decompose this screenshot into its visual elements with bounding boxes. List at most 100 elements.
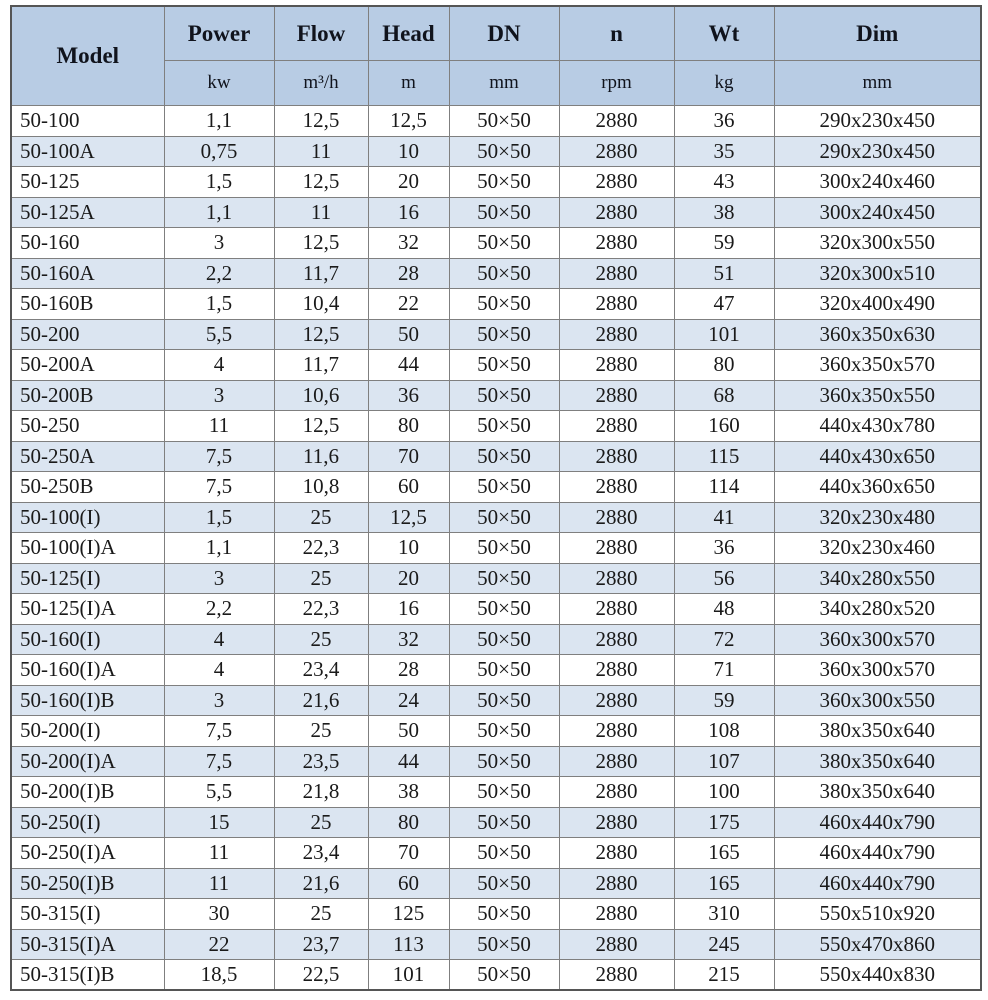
cell-wt: 107	[673, 745, 775, 777]
cell-flow: 11	[273, 135, 369, 167]
cell-dim: 550x440x830	[773, 959, 982, 991]
cell-dn: 50×50	[448, 867, 560, 899]
cell-flow: 25	[273, 623, 369, 655]
cell-dim: 290x230x450	[773, 135, 982, 167]
table-row: 50-315(I)B 18,5 22,5 101 50×50 2880 215 550x440…	[10, 959, 982, 991]
unit-n: rpm	[558, 60, 675, 106]
cell-flow: 10,6	[273, 379, 369, 411]
cell-wt: 165	[673, 867, 775, 899]
cell-head: 70	[367, 440, 450, 472]
cell-power: 7,5	[163, 745, 275, 777]
cell-dim: 290x230x450	[773, 105, 982, 137]
table-row: 50-315(I)A 22 23,7 113 50×50 2880 245 550x470x8…	[10, 928, 982, 960]
cell-power: 7,5	[163, 715, 275, 747]
cell-power: 11	[163, 837, 275, 869]
cell-dim: 360x350x570	[773, 349, 982, 381]
cell-model: 50-315(I)A	[10, 928, 165, 960]
table-row: 50-100 1,1 12,5 12,5 50×50 2880 36 290x230x450	[10, 105, 982, 137]
cell-dn: 50×50	[448, 654, 560, 686]
cell-n: 2880	[558, 501, 675, 533]
cell-dn: 50×50	[448, 227, 560, 259]
cell-model: 50-160(I)A	[10, 654, 165, 686]
cell-dim: 460x440x790	[773, 867, 982, 899]
cell-n: 2880	[558, 867, 675, 899]
table-row: 50-250 11 12,5 80 50×50 2880 160 440x430x780	[10, 410, 982, 442]
table-row: 50-250A 7,5 11,6 70 50×50 2880 115 440x430x650	[10, 440, 982, 472]
cell-head: 60	[367, 471, 450, 503]
cell-wt: 36	[673, 532, 775, 564]
cell-dim: 340x280x550	[773, 562, 982, 594]
cell-flow: 22,3	[273, 532, 369, 564]
cell-n: 2880	[558, 440, 675, 472]
cell-wt: 114	[673, 471, 775, 503]
table-row: 50-100(I) 1,5 25 12,5 50×50 2880 41 320x230x480	[10, 501, 982, 533]
cell-dim: 300x240x450	[773, 196, 982, 228]
cell-power: 5,5	[163, 318, 275, 350]
cell-wt: 59	[673, 684, 775, 716]
cell-head: 22	[367, 288, 450, 320]
table-row: 50-125(I) 3 25 20 50×50 2880 56 340x280x550	[10, 562, 982, 594]
cell-head: 125	[367, 898, 450, 930]
cell-power: 15	[163, 806, 275, 838]
cell-flow: 11	[273, 196, 369, 228]
cell-power: 1,5	[163, 288, 275, 320]
cell-flow: 12,5	[273, 105, 369, 137]
unit-flow: m³/h	[273, 60, 369, 106]
cell-dn: 50×50	[448, 623, 560, 655]
cell-power: 11	[163, 867, 275, 899]
cell-n: 2880	[558, 135, 675, 167]
cell-wt: 165	[673, 837, 775, 869]
cell-head: 10	[367, 135, 450, 167]
cell-n: 2880	[558, 776, 675, 808]
cell-wt: 56	[673, 562, 775, 594]
cell-n: 2880	[558, 349, 675, 381]
table-row: 50-250B 7,5 10,8 60 50×50 2880 114 440x360x650	[10, 471, 982, 503]
cell-model: 50-200(I)	[10, 715, 165, 747]
cell-dim: 360x350x630	[773, 318, 982, 350]
cell-model: 50-125	[10, 166, 165, 198]
cell-wt: 108	[673, 715, 775, 747]
cell-flow: 21,8	[273, 776, 369, 808]
cell-wt: 36	[673, 105, 775, 137]
cell-power: 1,5	[163, 166, 275, 198]
table-row: 50-125(I)A 2,2 22,3 16 50×50 2880 48 340x280x52…	[10, 593, 982, 625]
cell-dn: 50×50	[448, 806, 560, 838]
cell-wt: 101	[673, 318, 775, 350]
cell-wt: 215	[673, 959, 775, 991]
cell-model: 50-315(I)B	[10, 959, 165, 991]
cell-head: 28	[367, 654, 450, 686]
cell-head: 16	[367, 196, 450, 228]
cell-flow: 12,5	[273, 318, 369, 350]
cell-dn: 50×50	[448, 562, 560, 594]
unit-dn: mm	[448, 60, 560, 106]
cell-dn: 50×50	[448, 684, 560, 716]
cell-dim: 320x300x510	[773, 257, 982, 289]
unit-dim: mm	[773, 60, 982, 106]
cell-wt: 72	[673, 623, 775, 655]
cell-power: 7,5	[163, 440, 275, 472]
cell-wt: 35	[673, 135, 775, 167]
cell-n: 2880	[558, 898, 675, 930]
cell-head: 32	[367, 623, 450, 655]
cell-dim: 360x300x570	[773, 654, 982, 686]
cell-n: 2880	[558, 105, 675, 137]
cell-flow: 21,6	[273, 684, 369, 716]
table-row: 50-250(I)B 11 21,6 60 50×50 2880 165 460x440x79…	[10, 867, 982, 899]
unit-head: m	[367, 60, 450, 106]
cell-power: 1,5	[163, 501, 275, 533]
cell-n: 2880	[558, 471, 675, 503]
cell-model: 50-160	[10, 227, 165, 259]
cell-head: 113	[367, 928, 450, 960]
cell-power: 3	[163, 227, 275, 259]
cell-flow: 12,5	[273, 166, 369, 198]
table-row: 50-160B 1,5 10,4 22 50×50 2880 47 320x400x490	[10, 288, 982, 320]
cell-dn: 50×50	[448, 715, 560, 747]
cell-head: 12,5	[367, 501, 450, 533]
table-row: 50-250(I)A 11 23,4 70 50×50 2880 165 460x440x79…	[10, 837, 982, 869]
cell-wt: 310	[673, 898, 775, 930]
cell-n: 2880	[558, 257, 675, 289]
table-row: 50-125A 1,1 11 16 50×50 2880 38 300x240x450	[10, 196, 982, 228]
table-row: 50-200B 3 10,6 36 50×50 2880 68 360x350x550	[10, 379, 982, 411]
cell-dn: 50×50	[448, 745, 560, 777]
cell-model: 50-250B	[10, 471, 165, 503]
